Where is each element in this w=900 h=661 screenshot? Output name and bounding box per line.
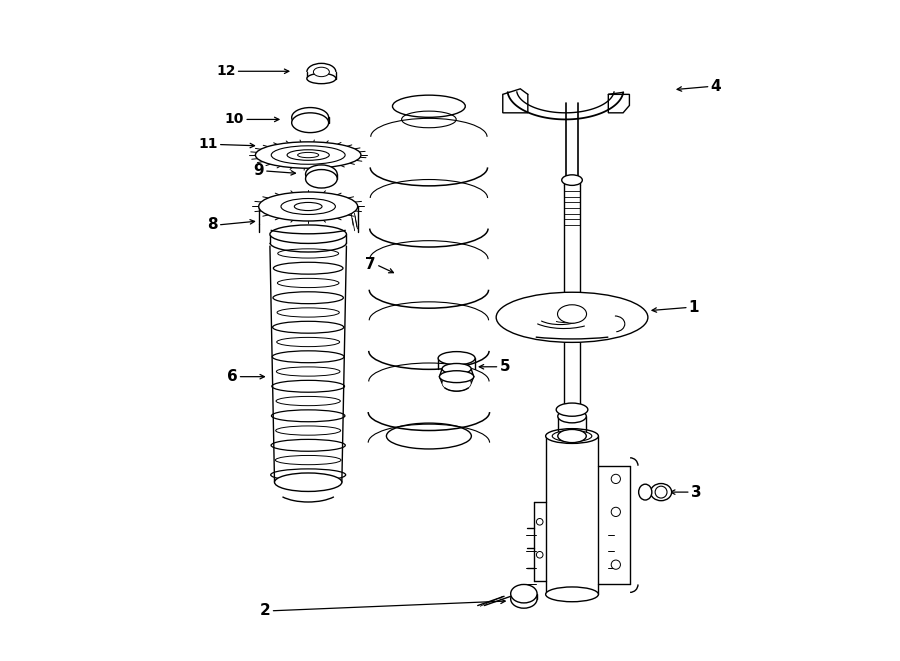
Ellipse shape xyxy=(271,469,346,481)
Ellipse shape xyxy=(272,380,345,392)
Ellipse shape xyxy=(313,67,329,77)
Ellipse shape xyxy=(562,175,582,185)
Ellipse shape xyxy=(276,397,340,406)
Ellipse shape xyxy=(639,485,652,500)
Text: 2: 2 xyxy=(260,603,271,618)
Text: 7: 7 xyxy=(365,257,376,272)
Ellipse shape xyxy=(536,518,543,525)
Ellipse shape xyxy=(272,410,345,422)
Ellipse shape xyxy=(292,108,328,128)
Ellipse shape xyxy=(271,440,346,451)
Ellipse shape xyxy=(307,73,336,84)
Ellipse shape xyxy=(545,587,598,602)
Ellipse shape xyxy=(276,337,339,346)
Ellipse shape xyxy=(439,371,473,383)
Text: 3: 3 xyxy=(691,485,701,500)
Ellipse shape xyxy=(294,202,322,211)
Text: 4: 4 xyxy=(710,79,721,94)
Text: 12: 12 xyxy=(216,64,236,78)
Ellipse shape xyxy=(281,198,336,214)
Text: 10: 10 xyxy=(225,112,244,126)
Ellipse shape xyxy=(536,551,543,558)
Ellipse shape xyxy=(556,403,588,416)
Ellipse shape xyxy=(611,475,620,484)
Ellipse shape xyxy=(558,430,586,443)
Ellipse shape xyxy=(655,486,667,498)
Ellipse shape xyxy=(438,352,475,365)
Ellipse shape xyxy=(298,153,319,158)
Ellipse shape xyxy=(611,507,620,516)
Ellipse shape xyxy=(510,590,537,608)
Ellipse shape xyxy=(256,142,361,169)
Ellipse shape xyxy=(274,473,342,491)
Text: 8: 8 xyxy=(207,217,218,233)
Ellipse shape xyxy=(287,150,329,161)
Ellipse shape xyxy=(274,262,343,274)
Ellipse shape xyxy=(272,351,344,363)
Text: 11: 11 xyxy=(198,137,218,151)
Ellipse shape xyxy=(258,192,357,221)
Ellipse shape xyxy=(557,305,587,323)
Ellipse shape xyxy=(442,375,471,391)
Ellipse shape xyxy=(651,484,671,500)
Polygon shape xyxy=(503,89,527,113)
Ellipse shape xyxy=(442,364,471,374)
Ellipse shape xyxy=(292,113,328,133)
Ellipse shape xyxy=(273,292,344,303)
Ellipse shape xyxy=(275,455,341,465)
Text: 6: 6 xyxy=(227,369,238,384)
Ellipse shape xyxy=(510,584,537,603)
Ellipse shape xyxy=(496,292,648,342)
Ellipse shape xyxy=(273,321,344,333)
Ellipse shape xyxy=(305,165,338,183)
Text: 9: 9 xyxy=(254,163,264,178)
Ellipse shape xyxy=(277,308,339,317)
Ellipse shape xyxy=(277,278,339,288)
Ellipse shape xyxy=(545,428,598,444)
Ellipse shape xyxy=(276,367,340,376)
Ellipse shape xyxy=(270,225,346,243)
Ellipse shape xyxy=(305,170,338,188)
Polygon shape xyxy=(608,95,629,113)
Text: 1: 1 xyxy=(688,300,699,315)
Ellipse shape xyxy=(278,249,338,258)
Ellipse shape xyxy=(275,426,341,435)
Ellipse shape xyxy=(271,146,345,165)
Ellipse shape xyxy=(553,430,592,442)
Text: 5: 5 xyxy=(500,360,510,374)
Ellipse shape xyxy=(558,410,586,423)
Ellipse shape xyxy=(611,560,620,569)
